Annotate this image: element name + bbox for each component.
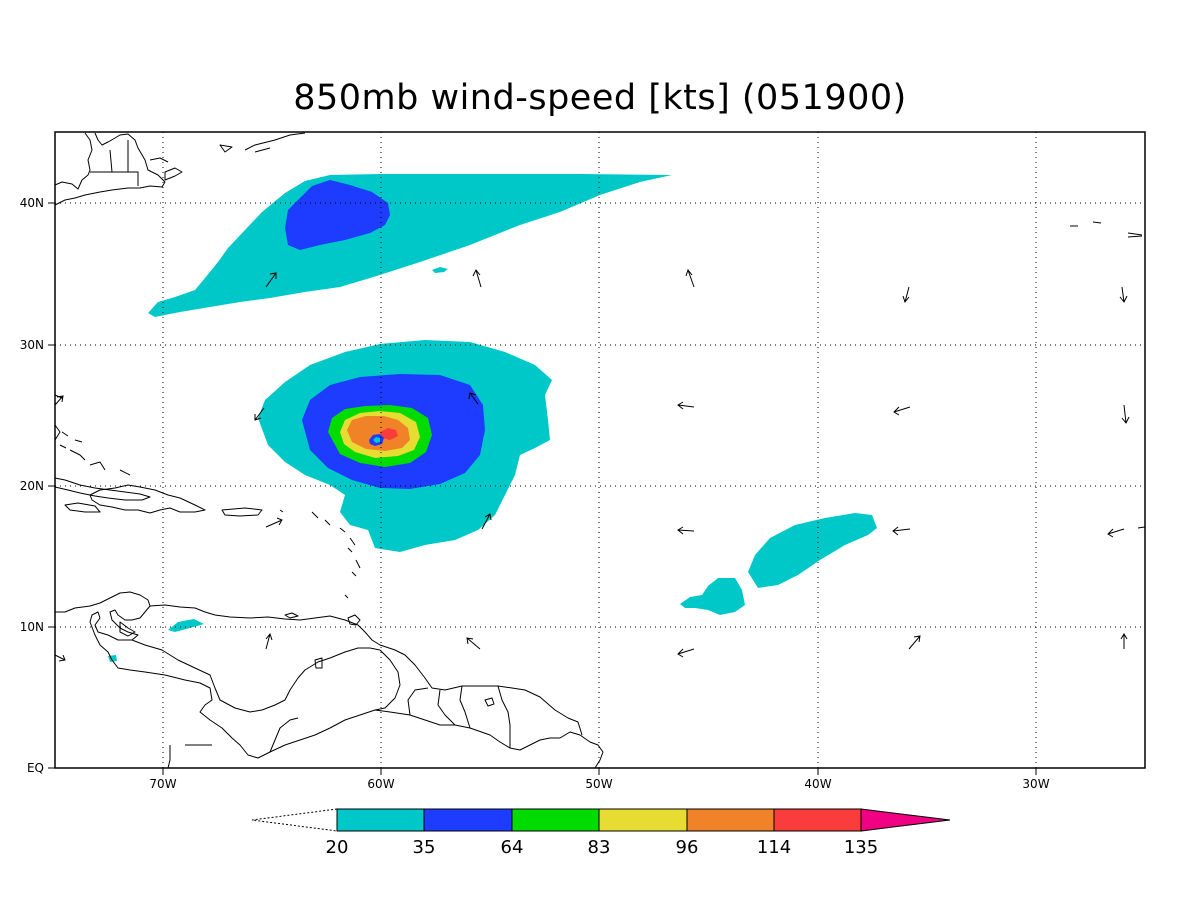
wind-vector xyxy=(54,654,66,662)
border-colombia-venezuela xyxy=(131,639,381,713)
wind-vector xyxy=(677,526,695,535)
contour-20-north-band xyxy=(148,174,672,317)
colorbar: 20 35 64 83 96 114 135 xyxy=(251,808,951,858)
wind-vector xyxy=(468,392,479,405)
wind-vector xyxy=(902,286,910,304)
contour-20-east-large xyxy=(748,513,877,588)
coast-trinidad xyxy=(347,614,361,626)
wind-vector xyxy=(472,269,482,288)
wind-vector xyxy=(54,395,64,406)
contour-96-hurricane xyxy=(347,416,410,451)
wind-vector xyxy=(1119,286,1128,303)
wind-vector xyxy=(265,517,283,528)
coast-hispaniola xyxy=(89,484,206,514)
lon-label: 40W xyxy=(804,777,831,791)
wind-vector xyxy=(677,648,695,658)
border-venezuela-guyana xyxy=(374,649,511,748)
coast-south-america xyxy=(55,591,604,769)
wind-vector xyxy=(1107,528,1125,538)
wind-vector xyxy=(908,635,921,650)
coast-orinoco xyxy=(314,657,495,707)
contour-35-north-core xyxy=(285,180,390,250)
colorbar-box-64 xyxy=(511,808,600,832)
colorbar-label: 83 xyxy=(588,837,611,858)
wind-vector xyxy=(893,406,911,416)
lat-label: 40N xyxy=(20,196,44,210)
wind-vector xyxy=(892,526,911,536)
map-title: 850mb wind-speed [kts] (051900) xyxy=(293,78,907,118)
coast-margarita xyxy=(284,612,299,619)
colorbar-label: 135 xyxy=(844,837,878,858)
wind-vector xyxy=(1121,404,1130,424)
wind-vectors xyxy=(54,221,1146,662)
lat-label: EQ xyxy=(27,761,44,775)
lat-label: 10N xyxy=(20,620,44,634)
contour-20-caribbean xyxy=(168,619,204,632)
colorbar-box-96 xyxy=(686,808,775,832)
latitude-labels: 40N 30N 20N 10N EQ xyxy=(20,196,44,775)
wind-vector xyxy=(481,513,492,530)
colorbar-below-triangle xyxy=(251,808,338,832)
lon-label: 60W xyxy=(367,777,394,791)
coast-venezuela-north xyxy=(149,604,583,736)
lon-label: 70W xyxy=(149,777,176,791)
colorbar-box-20 xyxy=(336,808,425,832)
wind-vector xyxy=(1070,221,1102,227)
contour-20-small-patch xyxy=(432,267,448,273)
coast-north-america xyxy=(54,132,166,206)
coast-puerto-rico xyxy=(221,507,263,517)
wind-vector xyxy=(254,407,265,421)
colorbar-label: 20 xyxy=(326,837,349,858)
wind-vector xyxy=(1137,526,1146,529)
wind-vector xyxy=(677,401,695,410)
coast-lake-maracaibo xyxy=(119,621,136,637)
coast-bahamas xyxy=(59,431,131,476)
longitude-labels: 70W 60W 50W 40W 30W xyxy=(149,777,1049,791)
coastlines xyxy=(54,132,604,769)
coast-newfoundland xyxy=(219,132,306,153)
wind-vector xyxy=(265,632,273,650)
contour-20-east-small xyxy=(680,578,745,615)
coast-new-england-box xyxy=(90,140,139,186)
colorbar-label: 96 xyxy=(676,837,699,858)
lon-label: 50W xyxy=(585,777,612,791)
coast-nova-scotia xyxy=(149,157,183,181)
colorbar-box-114 xyxy=(773,808,862,832)
coast-lesser-antilles xyxy=(279,509,361,599)
wind-vector xyxy=(1127,232,1143,238)
wind-vector xyxy=(466,637,481,650)
colorbar-label: 114 xyxy=(757,837,791,858)
colorbar-box-83 xyxy=(598,808,688,832)
contour-114-hurricane xyxy=(380,428,398,440)
wind-speed-shading xyxy=(108,174,877,662)
wind-vector xyxy=(265,272,277,288)
axis-ticks xyxy=(48,202,1037,775)
border-brazil xyxy=(167,717,299,769)
wind-vector xyxy=(1120,633,1128,649)
graticule xyxy=(55,132,1145,768)
lat-label: 20N xyxy=(20,479,44,493)
colorbar-box-35 xyxy=(423,808,513,832)
coast-jamaica xyxy=(64,502,101,513)
lon-label: 30W xyxy=(1022,777,1049,791)
lat-label: 30N xyxy=(20,338,44,352)
colorbar-label: 64 xyxy=(501,837,524,858)
map-frame xyxy=(54,131,1146,769)
coast-cuba xyxy=(54,477,151,501)
colorbar-label: 35 xyxy=(413,837,436,858)
hurricane-eye-20 xyxy=(373,437,380,443)
wind-vector xyxy=(685,268,695,288)
colorbar-above-triangle xyxy=(860,808,951,832)
